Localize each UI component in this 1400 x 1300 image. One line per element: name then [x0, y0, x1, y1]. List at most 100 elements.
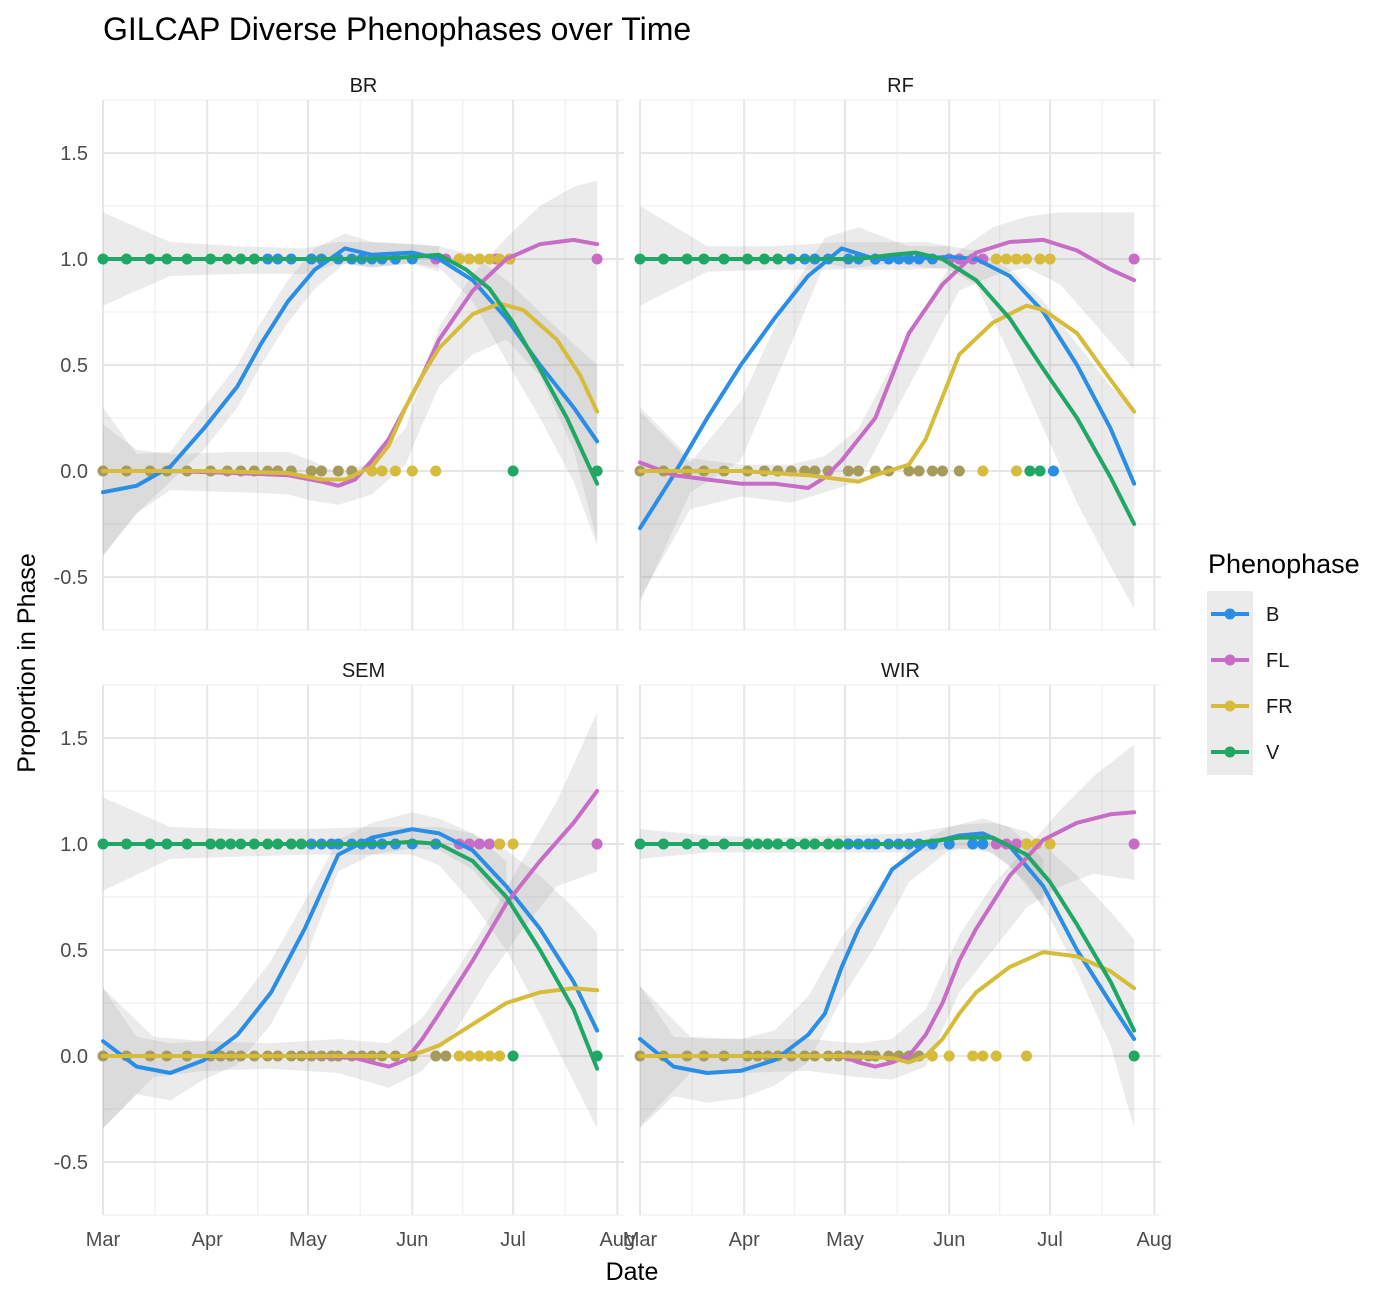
data-point-v: [1128, 1050, 1140, 1062]
chart-title: GILCAP Diverse Phenophases over Time: [103, 11, 691, 47]
data-point: [903, 465, 915, 477]
data-point-fr: [463, 253, 475, 265]
smooth-line-v: [638, 835, 1137, 1033]
data-point-fr: [389, 465, 401, 477]
smooth-line-b: [638, 831, 1137, 1075]
confidence-band: [640, 818, 1044, 1129]
data-point: [913, 465, 925, 477]
legend-label-b: B: [1266, 604, 1279, 626]
smooth-line-fr: [638, 950, 1137, 1065]
data-point-b: [1047, 465, 1059, 477]
y-tick-label: 0.0: [60, 461, 88, 483]
data-point: [440, 1050, 452, 1062]
facet-strip-label: SEM: [342, 660, 385, 682]
y-tick-label: 1.5: [60, 143, 88, 165]
data-point: [852, 465, 864, 477]
y-axis-title: Proportion in Phase: [13, 553, 41, 773]
data-point-b: [977, 838, 989, 850]
data-point-fr: [473, 253, 485, 265]
data-point: [332, 465, 344, 477]
confidence-band: [640, 206, 1135, 609]
data-point: [842, 465, 854, 477]
data-point-fr: [1021, 838, 1033, 850]
data-point-v: [507, 1050, 519, 1062]
legend-dot: [1224, 700, 1236, 712]
data-point-fr: [1000, 253, 1012, 265]
confidence-band: [103, 212, 598, 546]
data-point-fr: [453, 253, 465, 265]
data-point-fr: [430, 465, 442, 477]
data-point-fr: [1044, 253, 1056, 265]
smooth-line-fr: [638, 303, 1137, 484]
data-point-fr: [977, 1050, 989, 1062]
data-point-fr: [1044, 838, 1056, 850]
y-tick-label: 0.0: [60, 1046, 88, 1068]
legend-label-v: V: [1266, 742, 1280, 764]
data-point-fr: [453, 1050, 465, 1062]
data-point-fr: [990, 253, 1002, 265]
data-point-fr: [1010, 465, 1022, 477]
x-tick-label: Jun: [933, 1229, 965, 1251]
x-tick-label: Mar: [623, 1229, 658, 1251]
x-axis-title: Date: [606, 1258, 659, 1286]
facet-strip-label: RF: [887, 75, 914, 97]
x-tick-label: Jul: [500, 1229, 526, 1251]
data-point: [953, 465, 965, 477]
legend-dot: [1224, 746, 1236, 758]
facet-strip-label: BR: [350, 75, 378, 97]
data-point-v: [1024, 465, 1036, 477]
data-point-fl: [1128, 253, 1140, 265]
x-tick-label: Jul: [1037, 1229, 1063, 1251]
x-tick-label: Aug: [1136, 1229, 1172, 1251]
facet-rf: RF: [634, 75, 1161, 631]
y-tick-label: 1.0: [60, 249, 88, 271]
facet-sem: SEM -0.5 0.0 0.5 1.0 1.5 Mar Apr May Jun Jul Aug: [54, 660, 636, 1251]
x-tick-label: Mar: [86, 1229, 121, 1251]
data-point: [305, 465, 317, 477]
confidence-band: [640, 744, 1135, 1126]
data-point-v: [1034, 465, 1046, 477]
smooth-line-v: [638, 250, 1137, 526]
x-tick-label: May: [826, 1229, 864, 1251]
x-tick-label: May: [289, 1229, 327, 1251]
legend-dot: [1224, 608, 1236, 620]
data-point-fr: [990, 1050, 1002, 1062]
confidence-band: [103, 812, 507, 1129]
data-point: [315, 465, 327, 477]
y-tick-label: 1.5: [60, 728, 88, 750]
x-tick-label: Aug: [599, 1229, 635, 1251]
confidence-band: [640, 822, 1135, 1129]
facet-br: BR -0.5 0.0 0.5 1.0 1.5: [54, 75, 624, 631]
data-point-fr: [943, 1050, 955, 1062]
data-point-fr: [494, 1050, 506, 1062]
x-tick-label: Apr: [729, 1229, 760, 1251]
data-point-fr: [1021, 1050, 1033, 1062]
data-point-fl: [1128, 838, 1140, 850]
data-point-fr: [463, 1050, 475, 1062]
data-point-fr: [473, 1050, 485, 1062]
smooth-line-b: [638, 246, 1137, 531]
data-point-fr: [494, 838, 506, 850]
data-point-fr: [484, 1050, 496, 1062]
confidence-band: [640, 227, 950, 603]
data-point: [937, 465, 949, 477]
data-point-fl: [591, 253, 603, 265]
data-point-fr: [406, 465, 418, 477]
smooth-line-v: [101, 839, 600, 1071]
data-point-fl: [473, 838, 485, 850]
smooth-line-fl: [638, 237, 1137, 490]
data-point-fr: [1021, 253, 1033, 265]
facet-wir: WIR Mar Apr May Jun Jul Aug: [623, 660, 1172, 1251]
facet-panels: BR -0.5 0.0 0.5 1.0 1.5 RF SEM -0.5 0.0 0.5 1.0 1.5 M…: [54, 75, 1173, 1251]
confidence-band: [640, 212, 1135, 599]
data-point-b: [967, 838, 979, 850]
data-point-fl: [484, 838, 496, 850]
data-point-fr: [1034, 253, 1046, 265]
legend-label-fr: FR: [1266, 696, 1293, 718]
data-point-fr: [977, 465, 989, 477]
x-tick-label: Apr: [192, 1229, 223, 1251]
data-point-fr: [967, 1050, 979, 1062]
y-tick-label: -0.5: [54, 1152, 88, 1174]
confidence-band: [103, 797, 598, 1129]
